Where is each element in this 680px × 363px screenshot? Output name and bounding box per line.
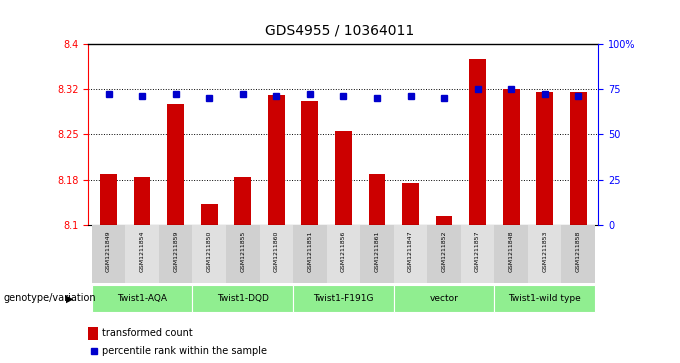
Text: GDS4955 / 10364011: GDS4955 / 10364011 bbox=[265, 24, 415, 38]
Text: GSM1211851: GSM1211851 bbox=[307, 231, 312, 272]
Bar bbox=[100, 174, 117, 225]
Text: GSM1211859: GSM1211859 bbox=[173, 231, 178, 272]
Bar bbox=[503, 89, 520, 225]
Text: ▶: ▶ bbox=[66, 293, 73, 303]
Bar bbox=[436, 216, 452, 225]
FancyBboxPatch shape bbox=[260, 225, 293, 283]
Bar bbox=[335, 131, 352, 225]
Bar bbox=[235, 177, 251, 225]
FancyBboxPatch shape bbox=[394, 285, 494, 313]
Text: GSM1211858: GSM1211858 bbox=[576, 231, 581, 272]
Text: Twist1-DQD: Twist1-DQD bbox=[217, 294, 269, 303]
Bar bbox=[537, 92, 553, 225]
Bar bbox=[570, 92, 587, 225]
Text: GSM1211847: GSM1211847 bbox=[408, 231, 413, 273]
FancyBboxPatch shape bbox=[461, 225, 494, 283]
FancyBboxPatch shape bbox=[562, 225, 595, 283]
Bar bbox=[201, 204, 218, 225]
FancyBboxPatch shape bbox=[125, 225, 159, 283]
FancyBboxPatch shape bbox=[226, 225, 260, 283]
Bar bbox=[402, 183, 419, 225]
Bar bbox=[134, 177, 150, 225]
FancyBboxPatch shape bbox=[293, 225, 326, 283]
FancyBboxPatch shape bbox=[394, 225, 427, 283]
Text: genotype/variation: genotype/variation bbox=[3, 293, 96, 303]
Bar bbox=[268, 95, 285, 225]
FancyBboxPatch shape bbox=[494, 225, 528, 283]
Text: Twist1-wild type: Twist1-wild type bbox=[509, 294, 581, 303]
Text: GSM1211856: GSM1211856 bbox=[341, 231, 346, 272]
FancyBboxPatch shape bbox=[293, 285, 394, 313]
Text: GSM1211852: GSM1211852 bbox=[441, 231, 447, 272]
Text: percentile rank within the sample: percentile rank within the sample bbox=[102, 346, 267, 356]
Text: GSM1211857: GSM1211857 bbox=[475, 231, 480, 272]
Text: GSM1211855: GSM1211855 bbox=[240, 231, 245, 272]
Bar bbox=[469, 59, 486, 225]
Text: Twist1-F191G: Twist1-F191G bbox=[313, 294, 373, 303]
Text: GSM1211860: GSM1211860 bbox=[274, 231, 279, 272]
FancyBboxPatch shape bbox=[360, 225, 394, 283]
FancyBboxPatch shape bbox=[88, 327, 98, 340]
FancyBboxPatch shape bbox=[92, 285, 192, 313]
Bar bbox=[167, 104, 184, 225]
FancyBboxPatch shape bbox=[494, 285, 595, 313]
Text: GSM1211849: GSM1211849 bbox=[106, 231, 111, 273]
Bar bbox=[369, 174, 386, 225]
Text: transformed count: transformed count bbox=[102, 328, 192, 338]
FancyBboxPatch shape bbox=[159, 225, 192, 283]
Text: GSM1211861: GSM1211861 bbox=[375, 231, 379, 272]
FancyBboxPatch shape bbox=[326, 225, 360, 283]
Text: GSM1211848: GSM1211848 bbox=[509, 231, 513, 272]
FancyBboxPatch shape bbox=[427, 225, 461, 283]
Text: GSM1211854: GSM1211854 bbox=[139, 231, 145, 272]
Text: GSM1211853: GSM1211853 bbox=[542, 231, 547, 272]
Text: GSM1211850: GSM1211850 bbox=[207, 231, 211, 272]
FancyBboxPatch shape bbox=[192, 285, 293, 313]
FancyBboxPatch shape bbox=[192, 225, 226, 283]
Text: vector: vector bbox=[430, 294, 458, 303]
Text: Twist1-AQA: Twist1-AQA bbox=[117, 294, 167, 303]
Bar bbox=[301, 101, 318, 225]
FancyBboxPatch shape bbox=[92, 225, 125, 283]
FancyBboxPatch shape bbox=[528, 225, 562, 283]
